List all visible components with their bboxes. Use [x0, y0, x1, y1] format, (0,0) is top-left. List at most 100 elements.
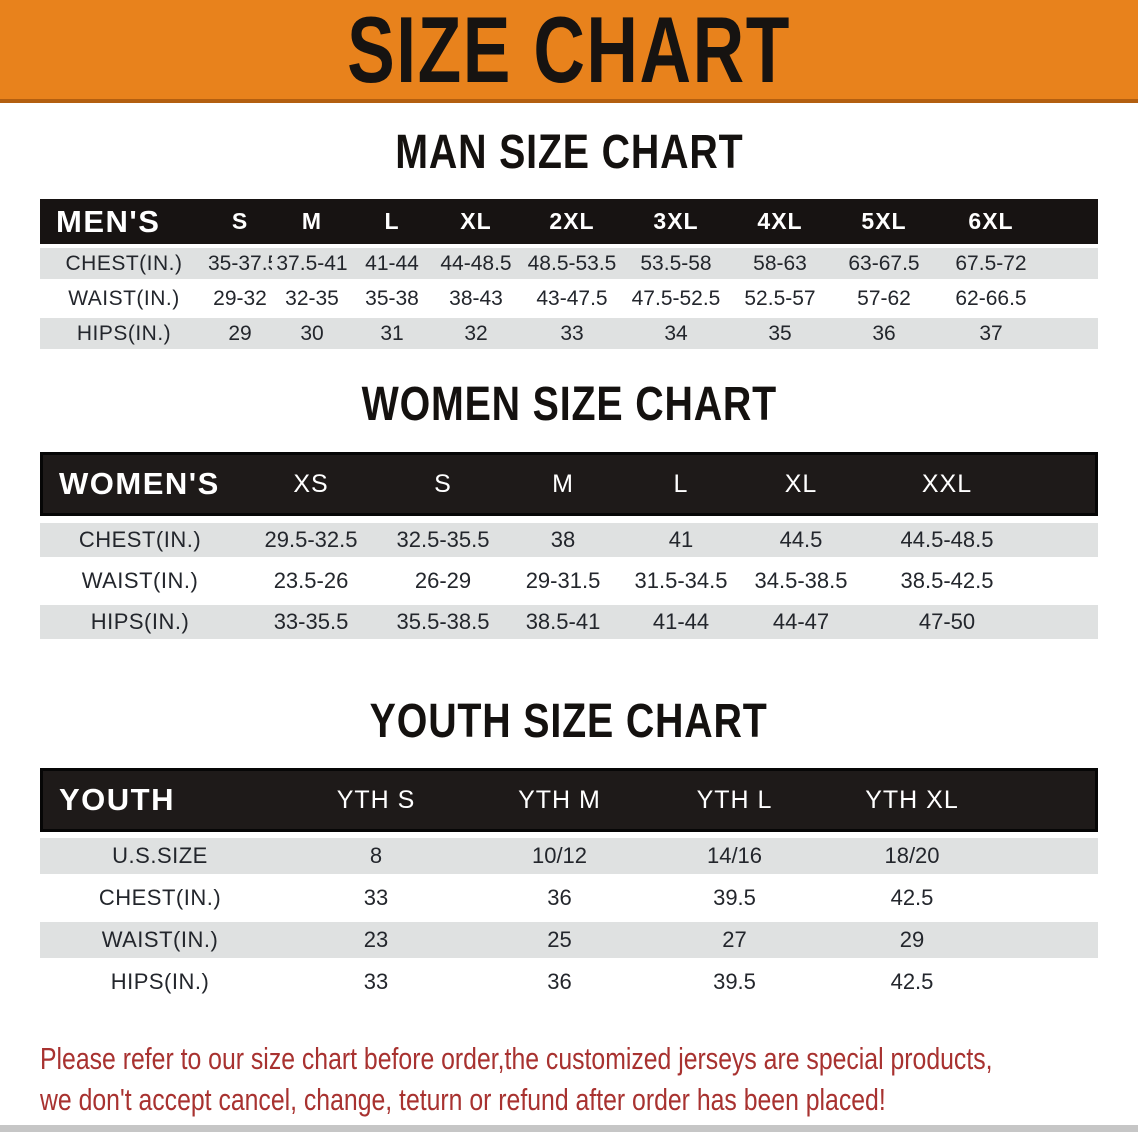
size-value-cell: 58-63 — [728, 248, 832, 279]
filler-cell — [1046, 199, 1098, 244]
page-title: SIZE CHART — [347, 0, 791, 102]
women-table-header-row: WOMEN'S XS S M L XL XXL — [40, 452, 1098, 516]
size-value-cell: 44.5 — [740, 523, 862, 557]
size-column-header: YTH M — [472, 768, 647, 832]
size-value-cell: 35.5-38.5 — [382, 605, 504, 639]
size-value-cell: 43-47.5 — [520, 283, 624, 314]
filler-cell — [1002, 964, 1098, 1000]
size-column-header: S — [382, 452, 504, 516]
men-section-heading-text: MAN SIZE CHART — [394, 126, 744, 179]
size-value-cell: 41 — [622, 523, 740, 557]
size-value-cell: 44-47 — [740, 605, 862, 639]
size-value-cell: 34.5-38.5 — [740, 564, 862, 598]
size-value-cell: 36 — [832, 318, 936, 349]
row-label: HIPS(IN.) — [40, 318, 208, 349]
size-column-header: M — [272, 199, 352, 244]
size-value-cell: 30 — [272, 318, 352, 349]
size-column-header: YTH XL — [822, 768, 1002, 832]
size-value-cell: 23 — [280, 922, 472, 958]
women-section-heading-text: WOMEN SIZE CHART — [361, 378, 777, 431]
youth-size-table: YOUTH YTH S YTH M YTH L YTH XL U.S.SIZE … — [40, 762, 1098, 1006]
size-value-cell: 42.5 — [822, 964, 1002, 1000]
size-value-cell: 32-35 — [272, 283, 352, 314]
size-value-cell: 29-31.5 — [504, 564, 622, 598]
filler-cell — [1002, 838, 1098, 874]
size-value-cell: 27 — [647, 922, 822, 958]
size-column-header: XL — [740, 452, 862, 516]
size-value-cell: 33 — [280, 880, 472, 916]
men-size-table: MEN'S S M L XL 2XL 3XL 4XL 5XL 6XL CHEST… — [40, 195, 1098, 353]
size-value-cell: 29.5-32.5 — [240, 523, 382, 557]
size-value-cell: 44-48.5 — [432, 248, 520, 279]
size-value-cell: 31 — [352, 318, 432, 349]
size-value-cell: 29 — [822, 922, 1002, 958]
size-column-header: L — [352, 199, 432, 244]
table-row: WAIST(IN.) 29-32 32-35 35-38 38-43 43-47… — [40, 283, 1098, 314]
size-value-cell: 31.5-34.5 — [622, 564, 740, 598]
size-value-cell: 32.5-35.5 — [382, 523, 504, 557]
size-value-cell: 29 — [208, 318, 272, 349]
size-value-cell: 35 — [728, 318, 832, 349]
size-value-cell: 57-62 — [832, 283, 936, 314]
size-value-cell: 37.5-41 — [272, 248, 352, 279]
disclaimer-line-1: Please refer to our size chart before or… — [40, 1041, 993, 1076]
size-value-cell: 38 — [504, 523, 622, 557]
men-group-label: MEN'S — [40, 199, 208, 244]
size-value-cell: 67.5-72 — [936, 248, 1046, 279]
size-value-cell: 37 — [936, 318, 1046, 349]
women-size-table: WOMEN'S XS S M L XL XXL CHEST(IN.) 29.5-… — [40, 445, 1098, 646]
filler-cell — [1046, 248, 1098, 279]
size-value-cell: 42.5 — [822, 880, 1002, 916]
size-value-cell: 35-38 — [352, 283, 432, 314]
size-value-cell: 38.5-42.5 — [862, 564, 1032, 598]
size-value-cell: 34 — [624, 318, 728, 349]
filler-cell — [1002, 922, 1098, 958]
size-column-header: S — [208, 199, 272, 244]
size-column-header: 3XL — [624, 199, 728, 244]
size-column-header: YTH L — [647, 768, 822, 832]
size-value-cell: 48.5-53.5 — [520, 248, 624, 279]
size-value-cell: 14/16 — [647, 838, 822, 874]
table-row: CHEST(IN.) 29.5-32.5 32.5-35.5 38 41 44.… — [40, 523, 1098, 557]
size-column-header: YTH S — [280, 768, 472, 832]
size-value-cell: 63-67.5 — [832, 248, 936, 279]
size-column-header: XL — [432, 199, 520, 244]
size-value-cell: 39.5 — [647, 964, 822, 1000]
filler-cell — [1002, 768, 1098, 832]
size-value-cell: 8 — [280, 838, 472, 874]
filler-cell — [1046, 318, 1098, 349]
size-value-cell: 33 — [520, 318, 624, 349]
size-value-cell: 36 — [472, 880, 647, 916]
youth-table-header-row: YOUTH YTH S YTH M YTH L YTH XL — [40, 768, 1098, 832]
size-value-cell: 33-35.5 — [240, 605, 382, 639]
filler-cell — [1032, 452, 1098, 516]
size-column-header: XS — [240, 452, 382, 516]
filler-cell — [1032, 523, 1098, 557]
filler-cell — [1032, 605, 1098, 639]
row-label: CHEST(IN.) — [40, 880, 280, 916]
size-value-cell: 10/12 — [472, 838, 647, 874]
size-value-cell: 52.5-57 — [728, 283, 832, 314]
row-label: U.S.SIZE — [40, 838, 280, 874]
table-row: U.S.SIZE 8 10/12 14/16 18/20 — [40, 838, 1098, 874]
size-value-cell: 36 — [472, 964, 647, 1000]
table-row: CHEST(IN.) 33 36 39.5 42.5 — [40, 880, 1098, 916]
size-value-cell: 32 — [432, 318, 520, 349]
size-column-header: 2XL — [520, 199, 624, 244]
disclaimer: Please refer to our size chart before or… — [40, 1038, 1138, 1120]
size-value-cell: 38.5-41 — [504, 605, 622, 639]
size-column-header: 5XL — [832, 199, 936, 244]
size-column-header: M — [504, 452, 622, 516]
size-value-cell: 25 — [472, 922, 647, 958]
banner: SIZE CHART — [0, 0, 1138, 103]
table-row: WAIST(IN.) 23 25 27 29 — [40, 922, 1098, 958]
row-label: WAIST(IN.) — [40, 283, 208, 314]
row-label: WAIST(IN.) — [40, 922, 280, 958]
size-value-cell: 38-43 — [432, 283, 520, 314]
row-label: CHEST(IN.) — [40, 523, 240, 557]
size-value-cell: 44.5-48.5 — [862, 523, 1032, 557]
size-column-header: XXL — [862, 452, 1032, 516]
size-value-cell: 29-32 — [208, 283, 272, 314]
table-row: CHEST(IN.) 35-37.5 37.5-41 41-44 44-48.5… — [40, 248, 1098, 279]
